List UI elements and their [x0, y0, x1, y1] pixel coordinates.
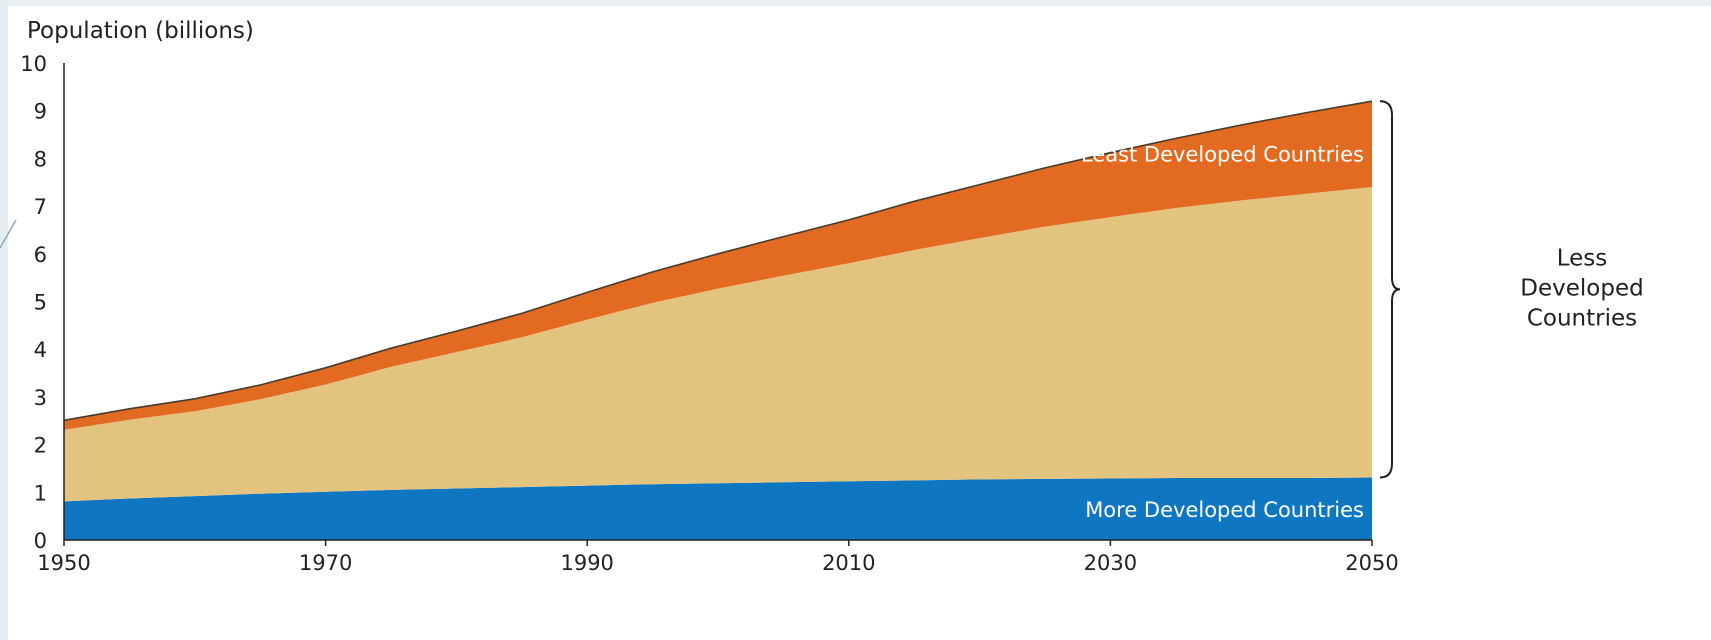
y-tick-label: 3 — [34, 386, 47, 410]
y-tick-label: 6 — [34, 243, 47, 267]
y-tick-label: 0 — [34, 529, 47, 553]
area-series-1 — [64, 187, 1372, 502]
label-more-developed: More Developed Countries — [1085, 498, 1364, 522]
area-series-2 — [64, 101, 1372, 430]
decorative-corner-line — [0, 219, 17, 249]
bracket-label-line: Less — [1557, 245, 1608, 271]
series-labels-group: More Developed Countries Least Developed … — [1081, 142, 1364, 521]
bracket-path — [1379, 100, 1401, 479]
left-border-strip — [0, 0, 8, 640]
area-series-group — [63, 100, 1373, 540]
y-axis-title: Population (billions) — [27, 18, 254, 44]
x-tick-label: 1970 — [299, 551, 352, 575]
y-tick-label: 2 — [34, 434, 47, 458]
less-developed-bracket: Less Developed Countries — [1379, 100, 1644, 479]
y-tick-label: 9 — [34, 100, 47, 124]
axes-group: 0 1 2 3 4 5 6 7 8 9 10 1950 1970 1990 2010 2030 2050 — [20, 52, 1398, 575]
top-border-strip — [0, 0, 1711, 6]
x-tick-label: 2030 — [1084, 551, 1137, 575]
x-tick-label: 1990 — [560, 551, 613, 575]
x-tick-label: 2050 — [1345, 551, 1398, 575]
y-tick-label: 4 — [34, 338, 47, 362]
area-series-0 — [64, 477, 1372, 540]
y-tick-label: 1 — [34, 481, 47, 505]
bracket-label-line: Countries — [1527, 305, 1637, 331]
bracket-label-line: Developed — [1520, 275, 1643, 301]
label-least-developed: Least Developed Countries — [1081, 142, 1364, 166]
y-tick-label: 7 — [34, 195, 47, 219]
x-tick-label: 2010 — [822, 551, 875, 575]
x-tick-label: 1950 — [37, 551, 90, 575]
total-outline — [63, 100, 1373, 422]
y-tick-label: 10 — [20, 52, 47, 76]
y-tick-label: 5 — [34, 291, 47, 315]
y-tick-label: 8 — [34, 147, 47, 171]
